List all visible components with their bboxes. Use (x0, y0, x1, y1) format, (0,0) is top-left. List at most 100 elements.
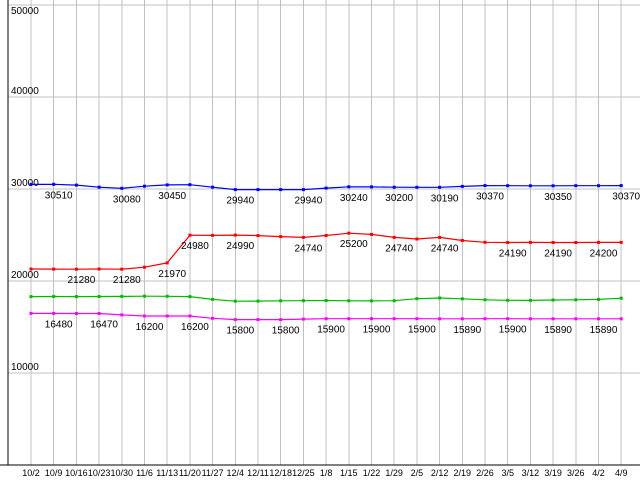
x-tick-label: 11/6 (136, 468, 153, 478)
blue-series-point (97, 185, 101, 189)
magenta-series-point (392, 317, 396, 321)
red-series-point (256, 234, 260, 238)
x-tick-label: 3/19 (544, 468, 562, 478)
red-series-value-label: 25200 (340, 239, 368, 250)
magenta-series-point (211, 316, 215, 320)
red-series-value-label: 24980 (181, 241, 209, 252)
magenta-series-point (551, 317, 555, 321)
red-series-point (143, 265, 146, 269)
green-series-point (574, 298, 578, 302)
magenta-series-value-label: 15800 (226, 326, 254, 337)
green-series-point (392, 299, 396, 303)
magenta-series-value-label: 15890 (590, 325, 618, 336)
magenta-series-point (528, 317, 532, 321)
red-series-point (97, 267, 101, 271)
x-tick-label: 3/12 (522, 468, 540, 478)
red-series-point (551, 241, 555, 244)
x-tick-label: 11/20 (179, 468, 201, 478)
green-series-point (347, 299, 351, 303)
red-series-point (233, 233, 237, 237)
blue-series-value-label: 30510 (45, 190, 73, 201)
magenta-series-point (233, 318, 237, 322)
magenta-series-point (120, 313, 124, 317)
blue-series-point (120, 186, 124, 190)
magenta-series-point (370, 317, 373, 321)
blue-series-value-label: 30350 (544, 192, 572, 203)
blue-series-value-label: 30190 (431, 193, 459, 204)
blue-series-value-label: 30450 (158, 191, 186, 202)
green-series-point (506, 298, 510, 302)
magenta-series-value-label: 16200 (136, 322, 164, 333)
magenta-series-point (574, 317, 578, 321)
magenta-series-point (301, 317, 305, 321)
blue-series-point (506, 184, 510, 188)
blue-series-point (256, 188, 260, 192)
green-series-point (29, 295, 33, 299)
green-series-point (52, 295, 56, 298)
green-series-point (415, 297, 419, 301)
blue-series-value-label: 30240 (340, 193, 368, 204)
magenta-series-value-label: 16200 (181, 322, 209, 333)
x-tick-label: 12/25 (292, 468, 315, 478)
red-series-value-label: 21970 (158, 269, 186, 280)
blue-series-point (324, 186, 328, 190)
x-tick-label: 2/5 (411, 468, 424, 478)
y-tick-label: 30000 (11, 178, 39, 189)
green-series-point (211, 297, 215, 301)
x-tick-label: 11/27 (202, 468, 224, 478)
y-tick-label: 10000 (11, 362, 39, 373)
x-tick-label: 10/16 (65, 468, 88, 478)
red-series-point (460, 239, 464, 242)
magenta-series-point (165, 314, 169, 318)
red-series-point (438, 235, 442, 239)
magenta-series-point (506, 317, 510, 321)
red-series-point (506, 241, 510, 244)
green-series-point (233, 299, 237, 303)
red-series-point (597, 240, 600, 244)
blue-series-point (392, 185, 396, 189)
green-series-point (256, 299, 260, 303)
green-series-point (483, 298, 487, 302)
y-tick-label: 20000 (11, 270, 39, 281)
magenta-series-point (256, 318, 260, 322)
green-series-point (97, 295, 101, 298)
red-series-value-label: 24740 (294, 243, 322, 254)
magenta-series-value-label: 15890 (544, 325, 572, 336)
red-series-point (324, 234, 328, 237)
magenta-series-point (74, 312, 78, 315)
red-series-point (301, 235, 305, 239)
x-tick-label: 10/30 (111, 468, 134, 478)
x-tick-label: 10/2 (22, 468, 40, 478)
x-tick-label: 3/5 (501, 468, 514, 478)
green-series-point (551, 298, 555, 302)
magenta-series-value-label: 15800 (272, 326, 300, 337)
y-tick-label: 50000 (11, 6, 39, 17)
blue-series-point (619, 184, 623, 188)
x-tick-label: 2/19 (454, 468, 472, 478)
red-series-point (619, 240, 623, 244)
magenta-series-point (438, 317, 442, 321)
green-series-point (528, 298, 532, 302)
x-tick-label: 12/18 (269, 468, 292, 478)
x-tick-label: 1/29 (385, 468, 403, 478)
green-series-point (74, 295, 78, 299)
x-tick-label: 4/9 (615, 468, 628, 478)
x-tick-label: 2/12 (431, 468, 449, 478)
blue-series-point (415, 185, 419, 189)
red-series-point (279, 235, 283, 239)
magenta-series-value-label: 16480 (45, 319, 73, 330)
y-tick-label: 40000 (11, 86, 39, 97)
green-series-point (165, 294, 169, 298)
red-series-value-label: 21280 (113, 275, 141, 286)
red-series-point (347, 231, 351, 235)
green-series-point (143, 294, 146, 298)
magenta-series-value-label: 15900 (499, 325, 527, 336)
magenta-series-value-label: 15900 (408, 325, 436, 336)
red-series-point (528, 240, 532, 244)
red-series-point (52, 267, 56, 271)
x-tick-label: 10/9 (45, 468, 63, 478)
magenta-series-point (415, 317, 419, 321)
blue-series-value-label: 29940 (226, 196, 254, 207)
